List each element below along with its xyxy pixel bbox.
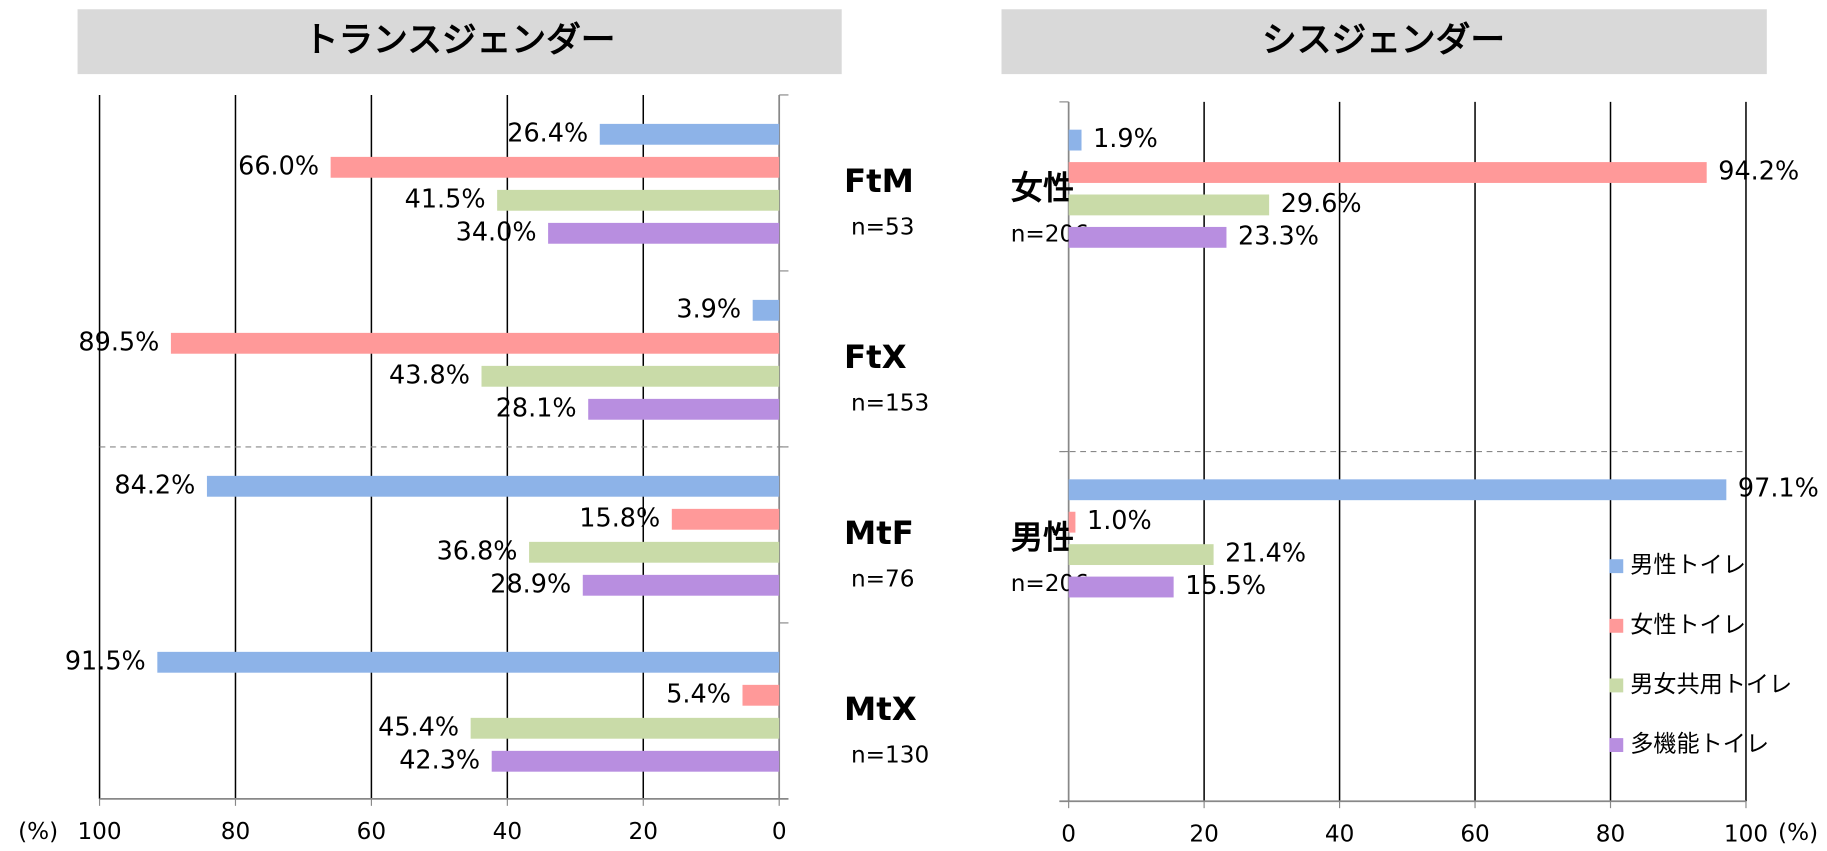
bar [206,475,780,497]
legend-label: 多機能トイレ [1630,732,1769,758]
legend-swatch [1609,559,1624,574]
value-label: 28.1% [496,393,577,423]
value-label: 36.8% [437,536,518,566]
bar [548,222,780,244]
value-label: 5.4% [666,679,731,709]
value-label: 94.2% [1718,157,1799,187]
value-label: 1.9% [1093,124,1158,154]
bar [330,156,780,178]
bar [1068,544,1214,566]
value-label: 91.5% [65,646,146,676]
category-label: MtX [844,690,917,728]
x-tick-label: 100 [1724,821,1768,847]
bar [1068,194,1270,216]
legend-swatch [1609,738,1624,753]
x-tick-label: 60 [357,819,386,845]
bar [742,684,780,706]
x-tick-label: 60 [1460,821,1489,847]
x-tick-label: 0 [772,819,787,845]
x-tick-label: 40 [1325,821,1354,847]
bar [470,717,780,739]
x-axis-label: (%) [1778,820,1818,846]
bar [588,398,780,420]
value-label: 26.4% [507,118,588,148]
x-tick-label: 100 [77,819,121,845]
bar [599,123,780,145]
x-tick-label: 40 [493,819,522,845]
x-axis-label: (%) [18,819,58,845]
x-tick-label: 0 [1061,821,1076,847]
x-tick-label: 20 [1189,821,1218,847]
bar [671,508,780,530]
value-label: 43.8% [389,360,470,390]
value-label: 34.0% [456,217,537,247]
category-note: n=53 [851,215,915,241]
value-label: 45.4% [378,712,459,742]
legend-swatch [1609,618,1624,633]
value-label: 23.3% [1238,221,1319,251]
bar [1068,479,1727,501]
bar [1068,226,1227,248]
value-label: 15.5% [1185,571,1266,601]
legend-label: 女性トイレ [1630,612,1746,638]
bar [529,541,780,563]
category-label: FtM [844,162,914,200]
value-label: 89.5% [78,327,159,357]
category-label: MtF [844,514,914,552]
value-label: 28.9% [490,569,571,599]
bar [491,750,780,772]
category-note: n=153 [851,391,929,417]
category-label: 女性 [1011,169,1076,207]
value-label: 41.5% [405,184,486,214]
bar [1068,162,1707,183]
value-label: 84.2% [114,470,195,500]
value-label: 42.3% [399,745,480,775]
title-box [1001,9,1767,75]
chart-title: トランスジェンダー [304,21,616,61]
bar [1068,129,1082,151]
bar [170,332,780,354]
value-label: 21.4% [1225,539,1306,569]
bar [1068,511,1076,533]
value-label: 15.8% [579,503,660,533]
category-label: 男性 [1011,519,1076,557]
x-tick-label: 20 [629,819,658,845]
bar [1068,576,1174,598]
bar [481,365,780,387]
bar [157,651,780,673]
bar [582,574,780,596]
title-box [77,9,842,75]
bar [497,189,780,211]
value-label: 29.6% [1281,189,1362,219]
legend-label: 男性トイレ [1630,553,1746,579]
value-label: 3.9% [676,294,741,324]
category-label: FtX [844,338,907,376]
value-label: 97.1% [1738,474,1819,504]
value-label: 1.0% [1087,506,1152,536]
x-tick-label: 80 [1596,821,1625,847]
value-label: 66.0% [238,151,319,181]
category-note: n=130 [851,743,929,769]
category-note: n=76 [851,567,915,593]
legend-label: 男女共用トイレ [1630,672,1792,698]
x-tick-label: 80 [221,819,250,845]
bar [752,299,780,321]
chart-title: シスジェンダー [1262,21,1505,61]
legend-swatch [1609,678,1624,693]
